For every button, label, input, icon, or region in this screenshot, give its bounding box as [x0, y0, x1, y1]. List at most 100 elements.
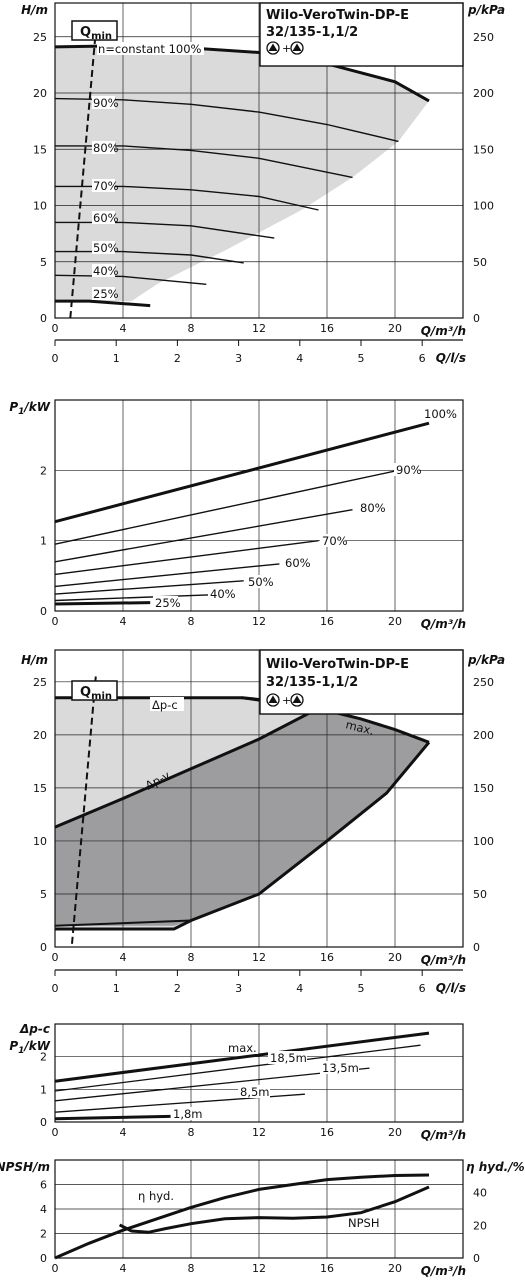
- npsh-efficiency-npsh-label: NPSH: [348, 1216, 380, 1230]
- head-variable-qmin-box: [71, 680, 118, 701]
- head-variable-y2tick-label: 250: [473, 676, 494, 689]
- flow-ls-2-tick-label: 5: [357, 982, 364, 995]
- head-fixed-curve-label-bg-4: [92, 211, 115, 224]
- npsh-efficiency-xtick-label: 20: [388, 1262, 402, 1275]
- power-fixed-curve-label-3: 70%: [322, 534, 348, 548]
- head-fixed-y2tick-label: 150: [473, 143, 494, 156]
- power-fixed-ytick-label: 2: [40, 464, 47, 477]
- head-variable-xtick-label: 16: [320, 951, 334, 964]
- power-variable-curve-label-0: max.: [228, 1041, 257, 1055]
- power-fixed-curve-label-bg-6: [208, 587, 233, 600]
- flow-ls-tick-label: 5: [357, 352, 364, 365]
- flow-ls-tick-label: 6: [419, 352, 426, 365]
- head-fixed-curve-label-bg-2: [92, 141, 115, 154]
- power-variable-xtick-label: 8: [188, 1126, 195, 1139]
- npsh-efficiency-frame: [54, 1159, 464, 1259]
- power-fixed-xlabel: Q/m³/h: [421, 617, 466, 631]
- head-fixed-curve-4: [55, 221, 275, 239]
- npsh-efficiency-y2tick-label: 0: [473, 1252, 480, 1265]
- head-variable-xlabel: Q/m³/h: [421, 953, 466, 967]
- power-fixed-curve-label-bg-1: [394, 463, 419, 476]
- head-fixed-qmin-label: Qmin: [80, 25, 112, 42]
- head-fixed-ytick-label: 25: [33, 31, 47, 44]
- head-variable-y2label: p/kPa: [467, 653, 505, 667]
- power-fixed-curve-label-bg-4: [283, 556, 308, 569]
- head-variable-qmin-line: [71, 676, 97, 944]
- npsh-efficiency-xtick-label: 4: [120, 1262, 127, 1275]
- npsh-efficiency-ytick-label: 0: [40, 1252, 47, 1265]
- head-fixed-curve-label-bg-3: [92, 179, 115, 192]
- head-fixed-qmin-line: [69, 31, 97, 319]
- power-fixed-curve-6: [54, 594, 212, 602]
- head-variable-ytick-label: 10: [33, 835, 47, 848]
- power-fixed-xtick-label: 12: [252, 615, 266, 628]
- head-fixed-curve-label-bg-5: [92, 241, 115, 254]
- flow-ls-2-tick-label: 2: [174, 982, 181, 995]
- power-variable-xtick-label: 20: [388, 1126, 402, 1139]
- power-variable-xtick-label: 16: [320, 1126, 334, 1139]
- power-variable-curve-label-4: 1,8m: [173, 1107, 203, 1121]
- npsh-efficiency-curve-0: [54, 1173, 430, 1260]
- head-fixed-xtick-label: 20: [388, 322, 402, 335]
- power-variable-curve-label-3: 8,5m: [240, 1085, 270, 1099]
- head-fixed-ylabel: H/m: [21, 3, 48, 17]
- power-variable-ytick-label: 1: [40, 1083, 47, 1096]
- flow-ls-tick-label: 1: [113, 352, 120, 365]
- head-fixed-curve-label-4: 60%: [93, 211, 119, 225]
- head-fixed-xtick-label: 12: [252, 322, 266, 335]
- power-variable-curve-label-bg-2: [320, 1061, 359, 1074]
- head-fixed-ytick-label: 20: [33, 87, 47, 100]
- flow-ls-tick-label: 2: [174, 352, 181, 365]
- power-fixed-ytick-label: 1: [40, 535, 47, 548]
- head-variable-ytick-label: 0: [40, 941, 47, 954]
- head-fixed-curve-label-bg-0: [97, 42, 204, 55]
- power-variable-curve-4: [54, 1114, 171, 1121]
- head-fixed-pump-triangle-2: [292, 43, 302, 51]
- flow-ls-2-tick-label: 3: [235, 982, 242, 995]
- head-variable-ytick-label: 15: [33, 782, 47, 795]
- head-fixed-pump-plus: +: [282, 42, 291, 55]
- npsh-efficiency-eta-label: η hyd.: [138, 1189, 174, 1203]
- head-variable-pump-plus: +: [282, 694, 291, 707]
- head-variable-ylabel: H/m: [21, 653, 48, 667]
- flow-ls-2-xlabel: Q/l/s: [436, 981, 466, 995]
- power-fixed-xtick-label: 0: [52, 615, 59, 628]
- power-fixed-curve-label-bg-3: [320, 534, 345, 547]
- head-fixed-ytick-label: 5: [40, 256, 47, 269]
- power-fixed-curve-label-4: 60%: [285, 556, 311, 570]
- power-fixed-xtick-label: 4: [120, 615, 127, 628]
- head-variable-min-line: [54, 919, 192, 927]
- npsh-efficiency-ytick-label: 2: [40, 1228, 47, 1241]
- power-fixed-xtick-label: 16: [320, 615, 334, 628]
- npsh-efficiency-ytick-label: 6: [40, 1179, 47, 1192]
- head-fixed-subtitle: 32/135-1,1/2: [266, 25, 358, 40]
- head-variable-y2tick-label: 100: [473, 835, 494, 848]
- head-variable-ytick-label: 5: [40, 888, 47, 901]
- npsh-efficiency-y2label: η hyd./%: [466, 1160, 525, 1174]
- power-fixed-xtick-label: 8: [188, 615, 195, 628]
- power-variable-frame: [54, 1023, 464, 1123]
- power-variable-curve-label-bg-4: [171, 1107, 203, 1120]
- power-fixed-curve-2: [54, 509, 353, 563]
- power-fixed-curve-label-0: 100%: [424, 407, 457, 421]
- head-fixed-curve-5: [55, 250, 244, 264]
- npsh-efficiency-ytick-label: 4: [40, 1203, 47, 1216]
- head-variable-dpc-label-bg: [150, 697, 184, 711]
- npsh-efficiency-xtick-label: 0: [52, 1262, 59, 1275]
- head-variable-xtick-label: 4: [120, 951, 127, 964]
- head-fixed-xtick-label: 4: [120, 322, 127, 335]
- head-fixed-curve-label-3: 70%: [93, 179, 119, 193]
- head-variable-max-label: max.: [344, 717, 375, 738]
- flow-ls-tick-label: 4: [296, 352, 303, 365]
- npsh-efficiency-xtick-label: 12: [252, 1262, 266, 1275]
- power-fixed-frame: [54, 399, 464, 612]
- npsh-efficiency-xtick-label: 16: [320, 1262, 334, 1275]
- power-fixed-curve-1: [54, 469, 399, 545]
- power-fixed-curve-label-2: 80%: [360, 501, 386, 515]
- flow-ls-2-tick-label: 0: [52, 982, 59, 995]
- head-variable-xtick-label: 0: [52, 951, 59, 964]
- head-fixed-curve-7: [55, 299, 151, 308]
- power-fixed-curve-label-bg-7: [153, 596, 178, 609]
